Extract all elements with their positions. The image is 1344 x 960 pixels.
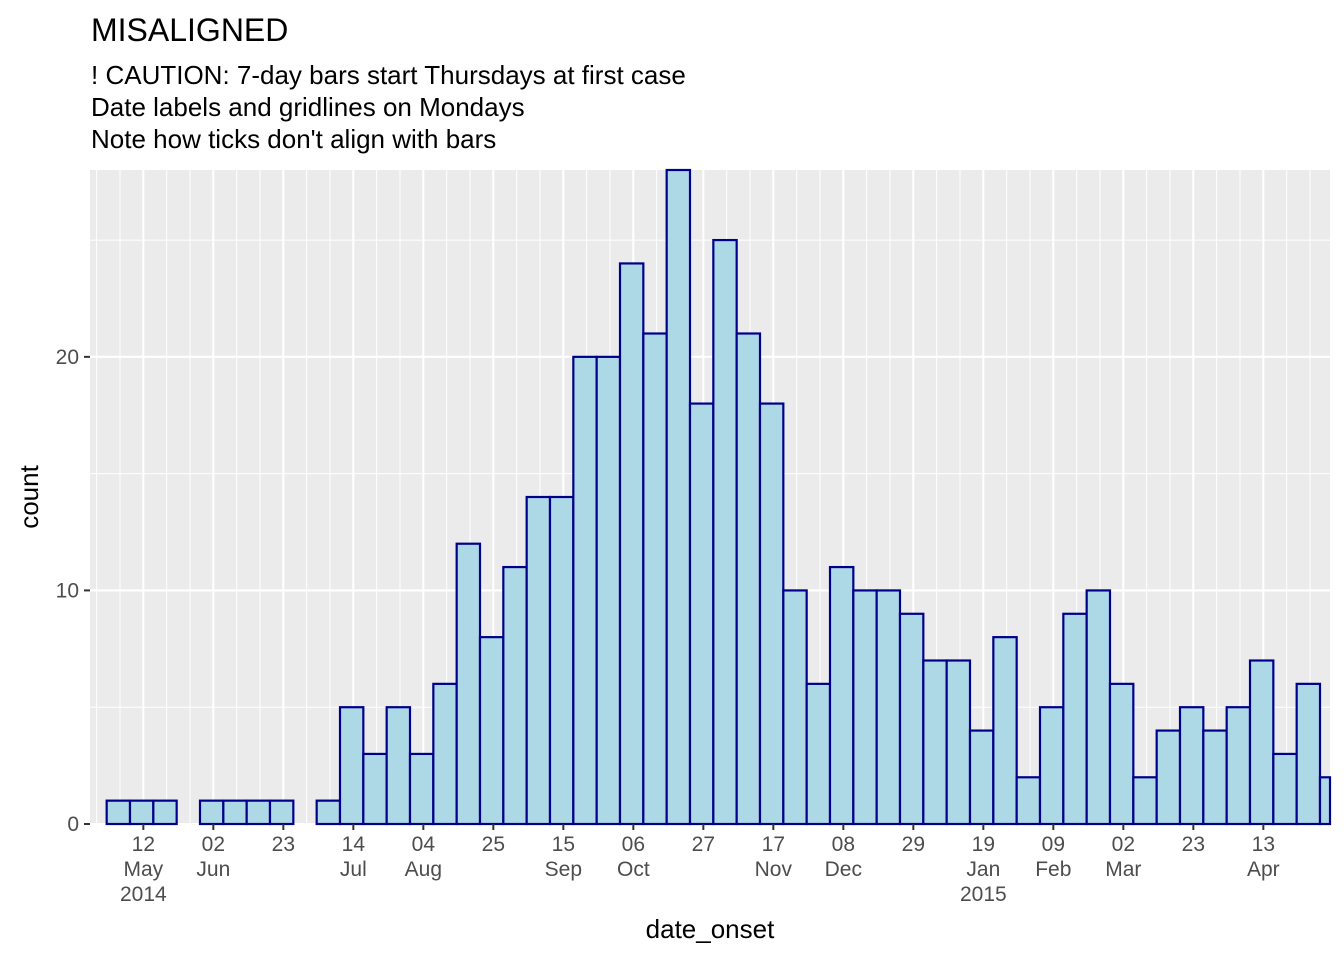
x-tick-label: Jan <box>966 858 1000 881</box>
histogram-bar <box>898 612 925 826</box>
y-axis: 0 10 20 <box>56 346 90 836</box>
histogram-bar <box>1318 776 1332 826</box>
x-tick-label: 08 <box>832 833 855 856</box>
x-tick-label: 25 <box>482 833 505 856</box>
x-tick-label: Feb <box>1035 858 1071 881</box>
histogram-bar <box>595 355 622 826</box>
histogram-bar <box>875 589 902 826</box>
chart-subtitle-line-1: ! CAUTION: 7-day bars start Thursdays at… <box>91 60 686 90</box>
histogram-bar <box>688 402 715 826</box>
histogram-bar <box>782 589 808 826</box>
histogram-bar <box>432 682 458 826</box>
histogram-bar <box>572 355 598 826</box>
x-tick-label: Apr <box>1247 858 1280 881</box>
histogram-bar <box>968 729 995 826</box>
histogram-bars <box>105 168 1332 826</box>
x-tick-label: 09 <box>1042 833 1065 856</box>
histogram-bar <box>1248 659 1275 826</box>
histogram-bar <box>992 636 1018 826</box>
x-tick-label: 12 <box>132 833 155 856</box>
chart-subtitle-line-2: Date labels and gridlines on Mondays <box>91 92 525 122</box>
y-tick-label: 20 <box>56 346 79 369</box>
histogram-bar <box>502 565 528 826</box>
histogram-bar <box>1225 706 1252 826</box>
histogram-bar <box>525 495 552 826</box>
histogram-bar <box>1132 776 1158 826</box>
y-axis-title: count <box>14 464 44 528</box>
histogram-bar <box>198 799 225 826</box>
histogram-bar <box>805 682 832 826</box>
histogram-bar <box>408 752 435 826</box>
histogram-bar <box>828 565 855 826</box>
histogram-bar <box>1062 612 1088 826</box>
x-tick-label: 02 <box>1112 833 1135 856</box>
histogram-bar <box>152 799 178 826</box>
x-tick-label: 2014 <box>120 883 167 906</box>
chart-title: MISALIGNED <box>91 12 288 48</box>
histogram-bar <box>1295 682 1322 826</box>
histogram-bar <box>665 168 692 826</box>
histogram-bar <box>922 659 948 826</box>
histogram-bar <box>315 799 342 826</box>
x-tick-label: 23 <box>1182 833 1205 856</box>
histogram-bar <box>1272 752 1298 826</box>
histogram-bar <box>758 402 785 826</box>
x-tick-label: 29 <box>902 833 925 856</box>
x-tick-label: 02 <box>202 833 225 856</box>
x-tick-label: 23 <box>272 833 295 856</box>
x-axis-title: date_onset <box>646 914 775 944</box>
x-tick-label: May <box>123 858 163 881</box>
x-tick-label: 27 <box>692 833 715 856</box>
y-tick-label: 10 <box>56 579 79 602</box>
histogram-bar <box>852 589 878 826</box>
histogram-bar <box>455 542 482 826</box>
x-tick-label: Aug <box>405 858 442 881</box>
x-tick-label: Dec <box>825 858 862 881</box>
histogram-bar <box>385 706 412 826</box>
histogram-bar <box>1155 729 1182 826</box>
histogram-bar <box>128 799 155 826</box>
x-tick-label: 15 <box>552 833 575 856</box>
histogram-bar <box>548 495 575 826</box>
x-tick-label: Nov <box>755 858 793 881</box>
histogram-bar <box>478 636 505 826</box>
y-tick-label: 0 <box>67 813 79 836</box>
histogram-bar <box>338 706 365 826</box>
histogram-bar <box>268 799 295 826</box>
x-tick-label: 04 <box>412 833 436 856</box>
histogram-bar <box>712 238 738 826</box>
histogram-bar <box>362 752 388 826</box>
histogram-bar <box>642 332 668 826</box>
histogram-bar <box>735 332 762 826</box>
x-tick-label: 13 <box>1252 833 1275 856</box>
chart-subtitle-line-3: Note how ticks don't align with bars <box>91 124 496 154</box>
histogram-bar <box>105 799 132 826</box>
histogram-bar <box>1202 729 1228 826</box>
histogram-bar <box>618 262 645 826</box>
x-tick-label: Jun <box>196 858 230 881</box>
x-tick-label: 06 <box>622 833 645 856</box>
x-tick-label: Mar <box>1105 858 1141 881</box>
x-tick-label: 14 <box>342 833 366 856</box>
x-tick-label: Jul <box>340 858 367 881</box>
histogram-bar <box>1038 706 1065 826</box>
histogram-bar <box>1108 682 1135 826</box>
histogram-bar <box>945 659 972 826</box>
histogram-bar <box>1178 706 1205 826</box>
x-tick-label: Sep <box>545 858 582 881</box>
histogram-bar <box>245 799 272 826</box>
x-tick-label: 17 <box>762 833 785 856</box>
histogram-bar <box>222 799 248 826</box>
histogram-bar <box>1015 776 1042 826</box>
x-tick-label: 19 <box>972 833 995 856</box>
x-tick-label: 2015 <box>960 883 1007 906</box>
x-tick-label: Oct <box>617 858 650 881</box>
histogram-bar <box>1085 589 1112 826</box>
